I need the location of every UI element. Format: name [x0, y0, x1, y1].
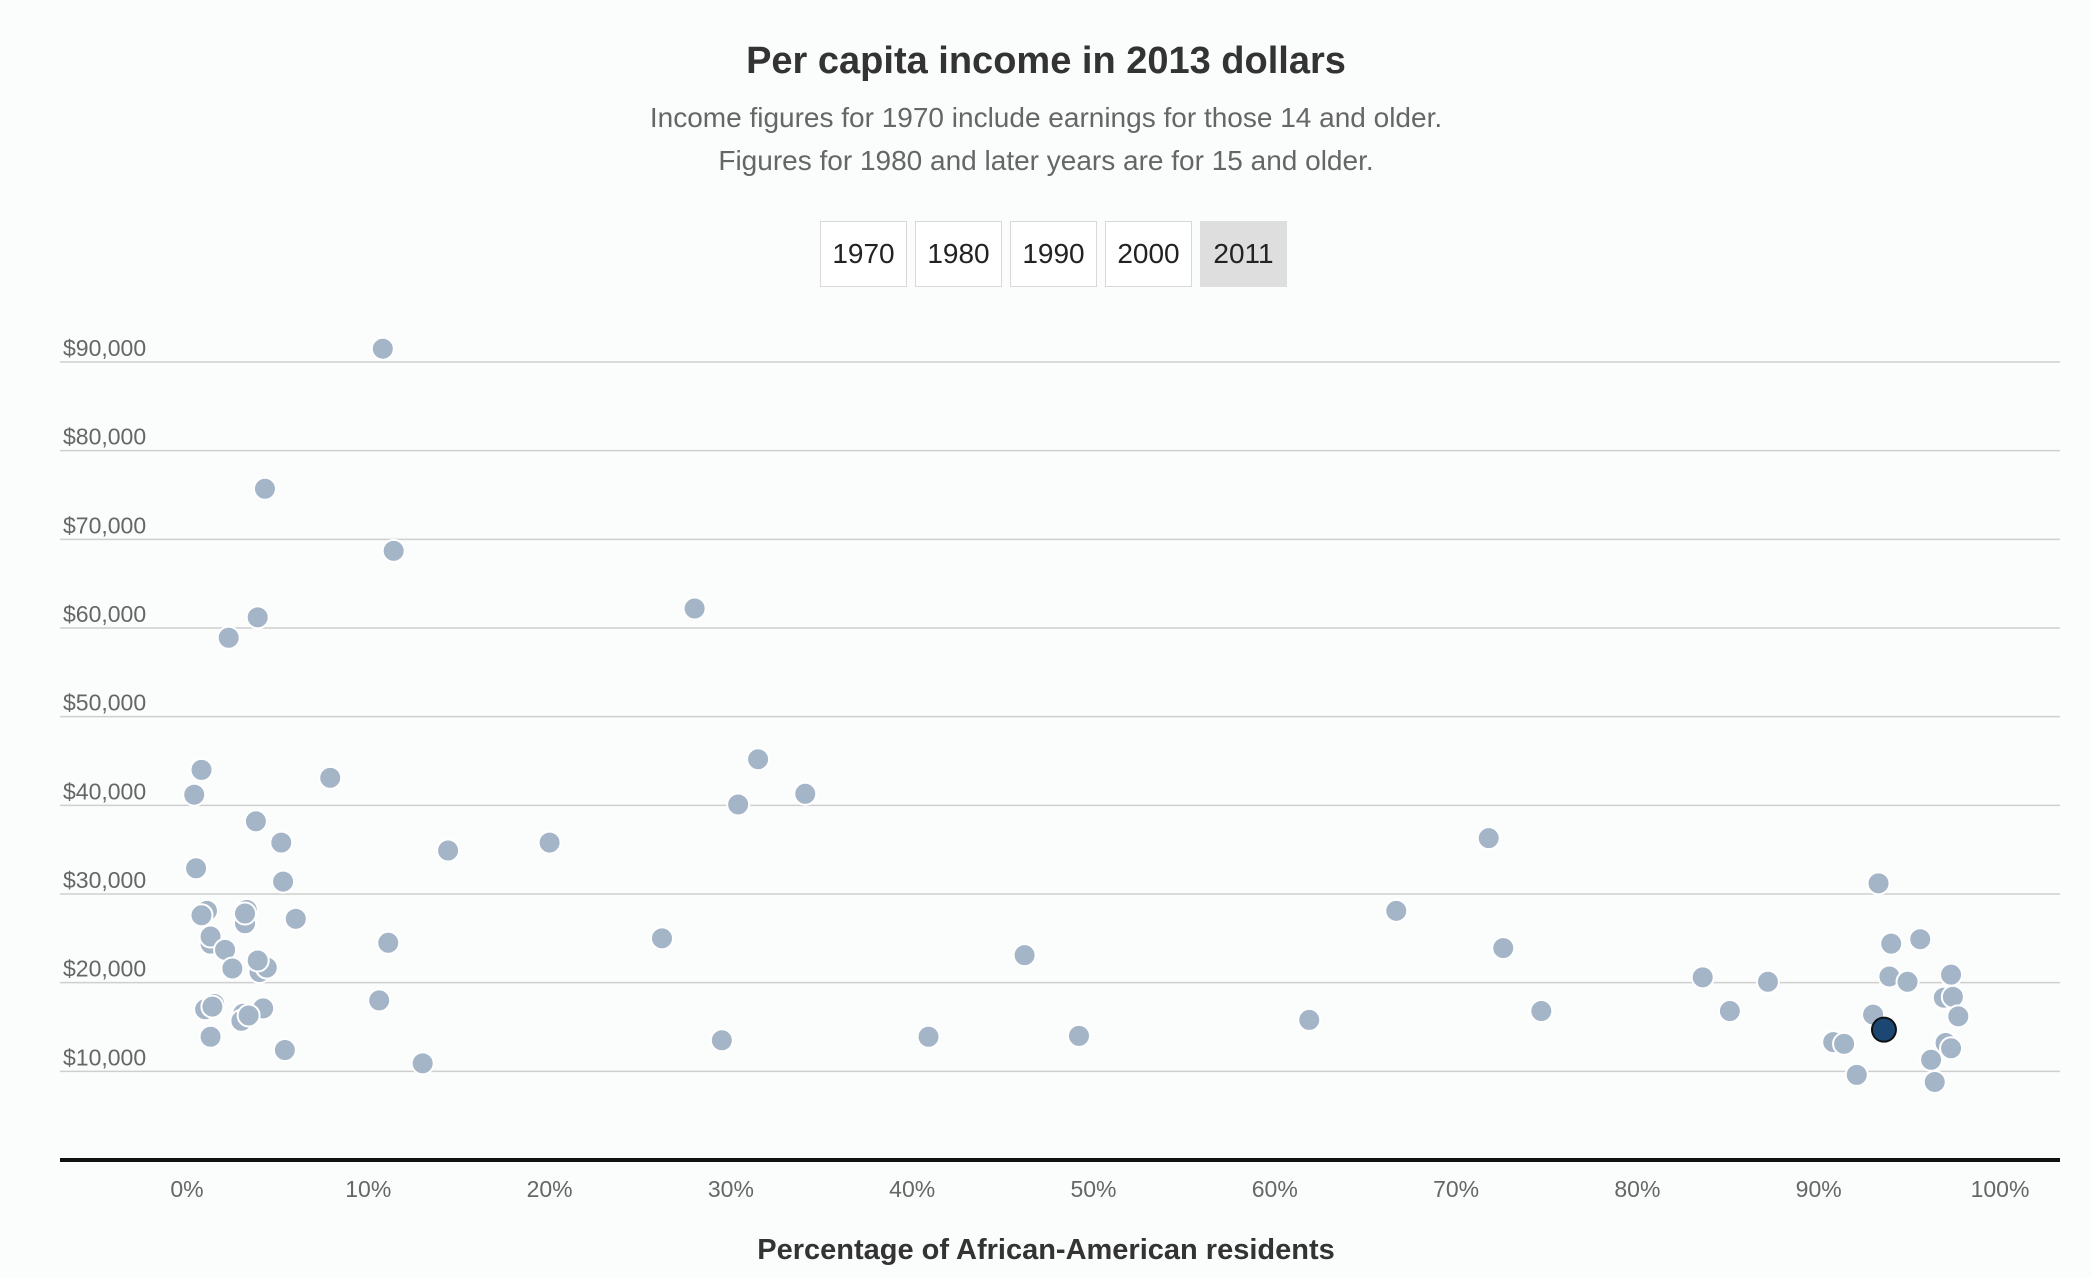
data-point [1297, 1007, 1322, 1032]
data-point [709, 1028, 734, 1053]
data-point [243, 809, 268, 834]
data-point [1844, 1062, 1869, 1087]
data-point [381, 538, 406, 563]
x-tick-label: 10% [345, 1176, 391, 1202]
x-axis-title: Percentage of African-American residents [757, 1234, 1335, 1266]
data-point [272, 1038, 297, 1063]
y-tick-label: $20,000 [63, 956, 146, 982]
data-point [245, 605, 270, 630]
year-button-2000[interactable]: 2000 [1105, 221, 1192, 287]
data-point [1529, 999, 1554, 1024]
data-point [1922, 1069, 1947, 1094]
data-point [189, 757, 214, 782]
data-point [436, 838, 461, 863]
data-point [200, 994, 225, 1019]
y-tick-label: $70,000 [63, 512, 146, 538]
x-tick-label: 50% [1070, 1176, 1116, 1202]
data-point [1012, 943, 1037, 968]
data-point [916, 1024, 941, 1049]
year-button-1970[interactable]: 1970 [820, 221, 907, 287]
data-point [1491, 936, 1516, 961]
x-tick-label: 0% [170, 1176, 203, 1202]
data-point [318, 765, 343, 790]
x-tick-label: 90% [1796, 1176, 1842, 1202]
data-point [1384, 898, 1409, 923]
data-points [182, 336, 1971, 1094]
x-tick-label: 40% [889, 1176, 935, 1202]
data-point [1066, 1023, 1091, 1048]
x-tick-label: 20% [527, 1176, 573, 1202]
data-point [746, 747, 771, 772]
data-point [537, 830, 562, 855]
x-tick-label: 30% [708, 1176, 754, 1202]
data-point [1476, 826, 1501, 851]
data-point [1908, 927, 1933, 952]
y-tick-label: $80,000 [63, 424, 146, 450]
data-point [376, 930, 401, 955]
data-point [1939, 1036, 1964, 1061]
data-point [198, 1024, 223, 1049]
x-axis-ticks: 0% 10% 20% 30% 40% 50% 60% 70% 80% 90% 100% [170, 1176, 2029, 1202]
data-point [1690, 965, 1715, 990]
y-axis-ticks: $10,000 $20,000 $30,000 $40,000 $50,000 $60,0… [63, 335, 146, 1070]
data-point [1946, 1004, 1971, 1029]
y-tick-label: $60,000 [63, 601, 146, 627]
data-point [283, 906, 308, 931]
x-tick-label: 60% [1252, 1176, 1298, 1202]
data-point [245, 948, 270, 973]
data-point [1879, 931, 1904, 956]
data-point [220, 956, 245, 981]
y-tick-label: $30,000 [63, 867, 146, 893]
data-point [793, 781, 818, 806]
x-tick-label: 80% [1614, 1176, 1660, 1202]
data-point [236, 1003, 261, 1028]
highlighted-data-point [1870, 1016, 1897, 1043]
data-point [233, 901, 258, 926]
data-point [252, 476, 277, 501]
data-point [216, 625, 241, 650]
y-tick-label: $50,000 [63, 690, 146, 716]
data-point [1755, 969, 1780, 994]
year-selector: 1970 1980 1990 2000 2011 [820, 221, 1287, 287]
y-tick-label: $40,000 [63, 778, 146, 804]
gridlines [60, 361, 2060, 1073]
data-point [1832, 1031, 1857, 1056]
data-point [1866, 871, 1891, 896]
data-point [184, 856, 209, 881]
data-point [1939, 962, 1964, 987]
data-point [650, 926, 675, 951]
year-button-1990[interactable]: 1990 [1010, 221, 1097, 287]
year-button-2011[interactable]: 2011 [1200, 221, 1287, 287]
chart-subtitle-line-1: Income figures for 1970 include earnings… [649, 102, 1443, 133]
x-tick-label: 100% [1971, 1176, 2030, 1202]
y-tick-label: $10,000 [63, 1044, 146, 1070]
data-point [189, 903, 214, 928]
data-point [1895, 969, 1920, 994]
y-tick-label: $90,000 [63, 335, 146, 361]
data-point [1919, 1047, 1944, 1072]
chart-subtitle-line-2: Figures for 1980 and later years are for… [718, 145, 1374, 176]
data-point [370, 336, 395, 361]
data-point [182, 782, 207, 807]
year-button-1980[interactable]: 1980 [915, 221, 1002, 287]
data-point [271, 869, 296, 894]
data-point [682, 596, 707, 621]
data-point [726, 792, 751, 817]
data-point [367, 988, 392, 1013]
x-tick-label: 70% [1433, 1176, 1479, 1202]
data-point [410, 1051, 435, 1076]
data-point [269, 830, 294, 855]
data-point [1717, 999, 1742, 1024]
chart-title: Per capita income in 2013 dollars [746, 40, 1346, 82]
data-point [1940, 984, 1965, 1009]
